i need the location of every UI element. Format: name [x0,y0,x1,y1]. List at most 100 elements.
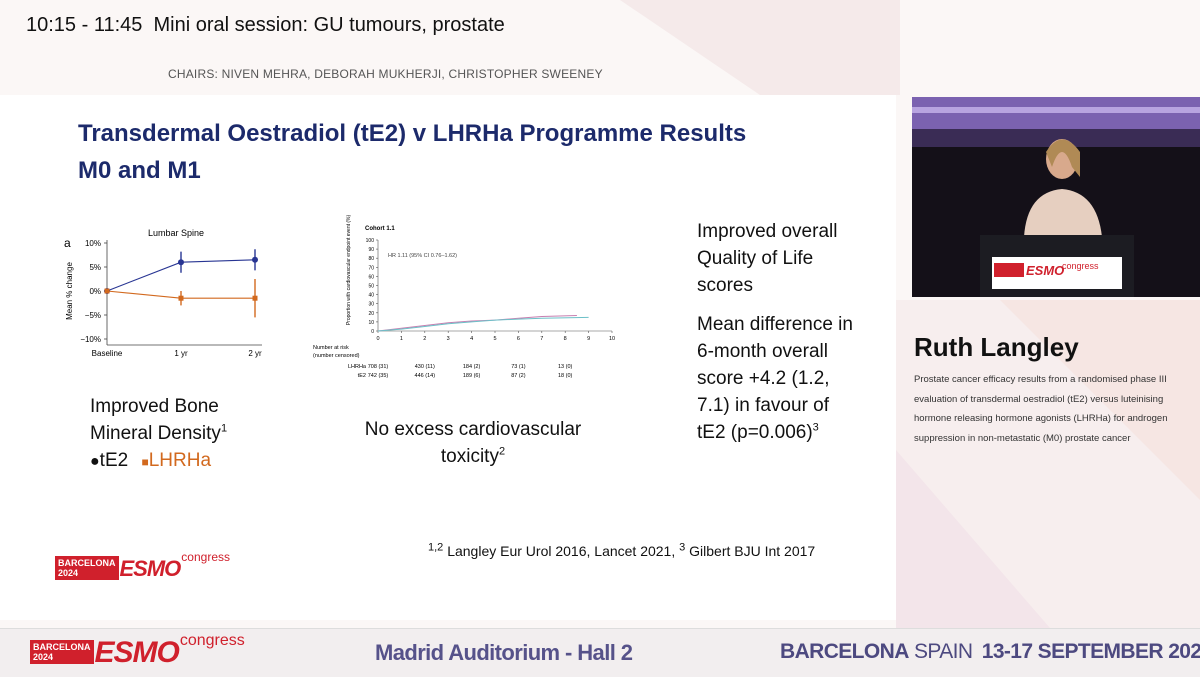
slide-logo: BARCELONA 2024 ESMO congress [55,550,230,582]
backdrop-shape [896,450,1050,628]
x-tick-label: 7 [540,336,543,342]
risk-value: 446 (14) [415,373,436,379]
footer-logo: BARCELONA 2024 ESMO congress [30,632,245,669]
legend-marker: ● [90,453,100,470]
cv-finding: No excess cardiovascular toxicity2 [355,416,591,470]
bone-finding: Improved Bone Mineral Density1 [90,393,260,447]
y-tick-label: 10% [85,239,101,248]
data-point [104,288,110,294]
footer [0,628,1200,677]
logo-box: BARCELONA 2024 [55,556,119,580]
risk-row-label: LHRHa [348,364,367,370]
logo-box: BARCELONA 2024 [30,640,94,664]
footnote-ref: 3 [679,541,686,554]
logo-brand: ESMO [119,556,182,581]
y-axis-label: Mean % change [65,262,74,320]
risk-table-subtitle: (number censored) [313,353,360,359]
logo-city: BARCELONA [33,642,91,652]
y-tick-label: 50 [368,284,374,290]
y-tick-label: 80 [368,256,374,262]
qol-detail: Mean difference in 6-month overall score… [697,311,857,446]
slide-charts: a Lumbar Spine Mean % change 10% 5% 0% −5% −10%… [64,215,615,379]
chart-title: Lumbar Spine [148,228,204,238]
x-tick-label: Baseline [92,349,123,358]
speaker-body [1024,189,1102,237]
data-point [252,295,258,301]
y-tick-label: 30 [368,302,374,308]
risk-value: 18 (0) [558,373,573,379]
logo-suffix: congress [179,632,245,649]
series-line [377,316,589,332]
references: 1,2 Langley Eur Urol 2016, Lancet 2021, … [428,541,816,559]
y-tick-label: 20 [368,311,374,317]
y-tick-label: 100 [366,238,375,244]
slide [0,95,896,620]
risk-value: 73 (1) [511,364,526,370]
stage-lights [912,129,1200,147]
footnote-ref: 1,2 [428,541,444,554]
y-tick-label: 5% [89,263,101,272]
data-point [178,295,184,301]
session-header: 10:15 - 11:45 Mini oral session: GU tumo… [26,14,505,37]
logo-brand: ESMO [94,636,180,669]
y-tick-label: 70 [368,265,374,271]
event-country: SPAIN [914,640,973,663]
reference-text: Langley Eur Urol 2016, Lancet 2021, [447,543,676,559]
x-tick-label: 1 [400,336,403,342]
y-tick-label: 0% [89,287,101,296]
legend-label: tE2 [99,450,129,471]
risk-value: 430 (11) [415,364,435,370]
footnote-ref: 2 [498,445,506,458]
panel-label: a [64,236,71,250]
footnote-ref: 3 [812,421,819,434]
risk-value: 708 (31) [368,364,389,370]
risk-value: 742 (35) [368,373,389,379]
legend-label: LHRHa [148,450,212,471]
logo-suffix: congress [181,550,230,564]
x-tick-label: 10 [609,336,615,342]
logo-city: BARCELONA [58,558,116,568]
slide-title: M0 and M1 [78,157,201,184]
backdrop-shape [1000,300,1200,500]
x-tick-label: 8 [564,336,567,342]
finding-text: Mean difference in 6-month overall score… [697,314,853,443]
talk-title: Prostate cancer efficacy results from a … [914,374,1168,444]
y-tick-label: 40 [368,293,374,299]
logo-year: 2024 [33,652,54,662]
x-tick-label: 2 [423,336,426,342]
speaker-name: Ruth Langley [914,332,1079,362]
data-point [178,259,184,266]
event-dates: 13-17 SEPTEMBER 2024 [981,640,1200,663]
reference-text: Gilbert BJU Int 2017 [689,543,816,559]
chart-title: Cohort 1.1 [365,226,395,232]
risk-value: 13 (0) [558,364,573,370]
finding-text: No excess cardiovascular toxicity [364,419,582,467]
x-tick-label: 4 [470,336,473,342]
event-info: BARCELONA SPAIN 13-17 SEPTEMBER 2024 [780,640,1200,664]
x-tick-label: 1 yr [174,349,188,358]
annotation: HR 1.11 (95% CI 0.76–1.62) [388,253,457,259]
sign-logo-brand: ESMO [1026,263,1064,278]
chairs: CHAIRS: NIVEN MEHRA, DEBORAH MUKHERJI, C… [168,67,603,81]
y-tick-label: −5% [85,311,101,320]
speaker-video: ESMO congress [912,97,1200,297]
footnote-ref: 1 [220,422,228,435]
legend: ●tE2 ■LHRHa [90,447,211,476]
risk-value: 87 (2) [511,373,526,379]
speaker-hair [1046,139,1080,177]
session-title: Mini oral session: GU tumours, prostate [153,14,505,36]
qol-finding: Improved overall Quality of Life scores [697,221,838,296]
y-tick-label: 60 [368,274,374,280]
finding-text: Improved Bone Mineral Density [90,396,221,444]
x-tick-label: 0 [376,336,379,342]
y-tick-label: 90 [368,247,374,253]
risk-value: 189 (6) [463,373,481,379]
y-tick-label: 0 [371,329,374,335]
event-city: BARCELONA [780,640,909,663]
x-tick-label: 9 [587,336,590,342]
y-tick-label: −10% [80,335,101,344]
sign-logo-box [994,263,1024,277]
x-tick-label: 6 [517,336,520,342]
